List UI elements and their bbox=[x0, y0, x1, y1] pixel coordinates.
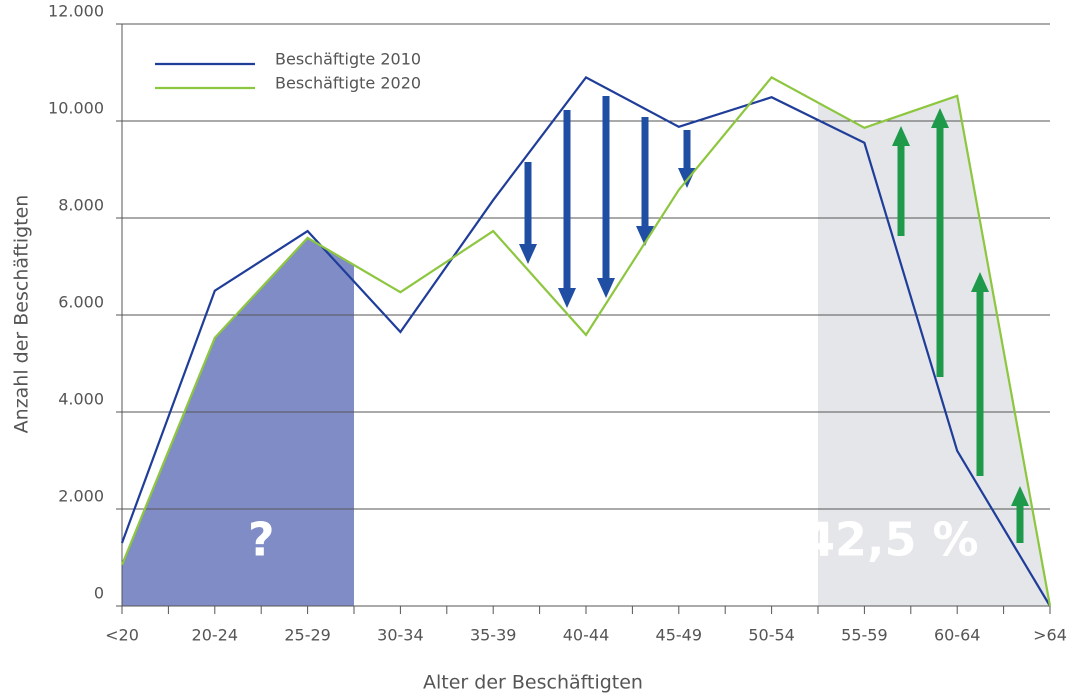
x-tick-label: >64 bbox=[1033, 626, 1067, 645]
x-tick-label: 30-34 bbox=[377, 626, 424, 645]
x-axis-title: Alter der Beschäftigten bbox=[423, 672, 643, 694]
x-tick-label: 55-59 bbox=[841, 626, 888, 645]
x-tick-label: 35-39 bbox=[470, 626, 517, 645]
y-tick-label: 6.000 bbox=[58, 293, 104, 312]
legend-label: Beschäftigte 2020 bbox=[275, 74, 421, 93]
x-tick-label: 25-29 bbox=[284, 626, 331, 645]
x-tick-label: 40-44 bbox=[563, 626, 610, 645]
shaded-region bbox=[122, 237, 354, 606]
legend-label: Beschäftigte 2010 bbox=[275, 50, 421, 69]
y-tick-label: 2.000 bbox=[58, 487, 104, 506]
y-tick-label: 4.000 bbox=[58, 390, 104, 409]
y-tick-label: 8.000 bbox=[58, 196, 104, 215]
line-series bbox=[120, 75, 1052, 607]
x-tick-label: 20-24 bbox=[192, 626, 239, 645]
line-series bbox=[120, 75, 1051, 607]
x-tick-label: 45-49 bbox=[656, 626, 703, 645]
y-tick-label: 10.000 bbox=[48, 99, 104, 118]
shaded-region bbox=[818, 95, 1050, 606]
y-axis-title: Anzahl der Beschäftigten bbox=[11, 195, 33, 434]
arrows bbox=[519, 96, 1029, 543]
x-tick-label: 50-54 bbox=[748, 626, 795, 645]
x-tick-label: 60-64 bbox=[934, 626, 981, 645]
annotation: ? bbox=[248, 513, 275, 567]
x-tick-label: <20 bbox=[105, 626, 139, 645]
y-tick-label: 12.000 bbox=[48, 2, 104, 21]
y-tick-label: 0 bbox=[94, 584, 104, 603]
annotation: 42,5 % bbox=[803, 513, 979, 567]
